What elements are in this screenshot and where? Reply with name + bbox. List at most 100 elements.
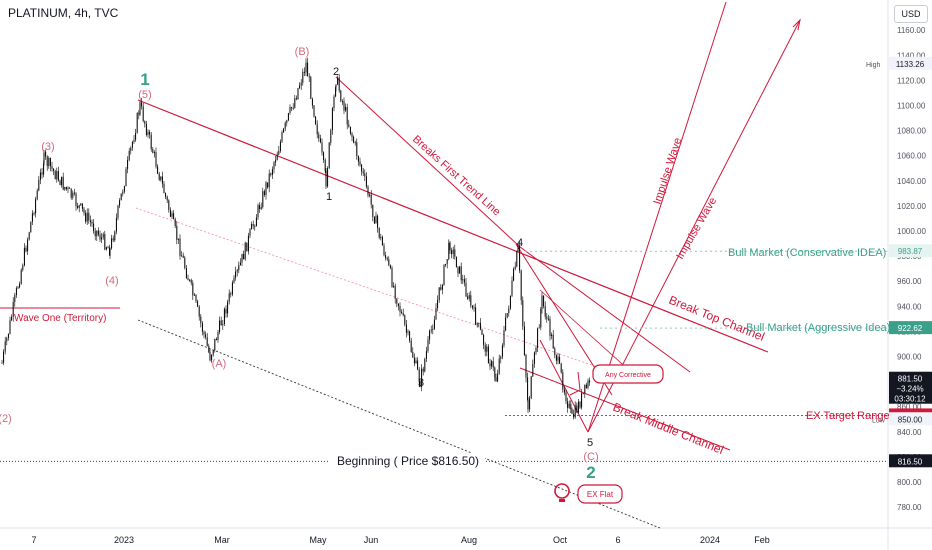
- candle-body: [195, 294, 197, 302]
- symbol-title[interactable]: PLATINUM, 4h, TVC: [8, 6, 119, 20]
- candle-body: [273, 162, 275, 170]
- candle-body: [546, 316, 548, 319]
- candle-body: [165, 193, 167, 197]
- top-channel-line: [137, 99, 769, 353]
- candle-body: [574, 405, 576, 418]
- y-tick-label: 1040.00: [897, 177, 926, 186]
- candle-body: [144, 121, 146, 124]
- candle-body: [364, 173, 366, 177]
- candle-body: [367, 186, 369, 196]
- y-tick-label: 1140.00: [897, 51, 926, 60]
- candle-body: [378, 227, 380, 238]
- candle-body: [259, 205, 261, 210]
- x-tick-label: 2024: [700, 535, 720, 545]
- candle-body: [161, 176, 163, 184]
- candle-body: [396, 298, 398, 304]
- candle-body: [430, 329, 432, 331]
- candle-body: [158, 173, 160, 180]
- candle-body: [429, 330, 431, 340]
- candle-body: [410, 340, 412, 352]
- candle-body: [85, 212, 87, 222]
- candle-body: [541, 295, 543, 309]
- candle-body: [246, 242, 248, 252]
- candle-body: [145, 123, 147, 135]
- candle-body: [43, 163, 45, 175]
- annotation-bull-aggressive: Bull Market (Aggressive Idea): [746, 322, 890, 334]
- candle-body: [297, 88, 299, 100]
- candle-body: [214, 338, 216, 351]
- candle-body: [419, 382, 421, 387]
- candle-body: [508, 308, 510, 314]
- wave-label: 4: [517, 237, 523, 249]
- candle-body: [441, 285, 443, 290]
- candle-body: [270, 173, 272, 175]
- candle-body: [267, 182, 269, 188]
- candle-body: [372, 204, 374, 217]
- candle-body: [120, 193, 122, 201]
- candle-body: [57, 171, 59, 181]
- candle-body: [537, 328, 539, 349]
- candle-body: [236, 270, 238, 272]
- candle-body: [208, 345, 210, 353]
- candle-body: [323, 152, 325, 160]
- candle-body: [405, 324, 407, 333]
- candle-body: [88, 212, 90, 221]
- wave-label: (3): [41, 141, 54, 153]
- candle-body: [48, 157, 50, 166]
- candle-body: [123, 186, 125, 192]
- candle-body: [181, 255, 183, 257]
- candle-body: [215, 338, 217, 341]
- y-tick-label: 940.00: [897, 302, 922, 311]
- candle-body: [112, 238, 114, 241]
- candle-body: [457, 267, 459, 274]
- candle-body: [255, 217, 257, 227]
- candle-body: [190, 279, 192, 283]
- candle-body: [462, 279, 464, 281]
- y-tick-label: 1020.00: [897, 202, 926, 211]
- candle-body: [268, 173, 270, 188]
- candle-body: [397, 303, 399, 306]
- currency-selector[interactable]: USD: [894, 5, 928, 23]
- candle-body: [327, 168, 329, 187]
- candle-body: [393, 285, 395, 287]
- candle-body: [520, 270, 522, 301]
- candle-body: [547, 318, 549, 320]
- x-tick-label: Jun: [364, 535, 379, 545]
- candle-body: [362, 171, 364, 174]
- candle-body: [15, 288, 17, 296]
- candle-body: [147, 131, 149, 135]
- candle-body: [498, 358, 500, 374]
- candle-body: [470, 295, 472, 306]
- candle-body: [433, 319, 435, 329]
- candle-body: [125, 168, 127, 187]
- candle-body: [315, 116, 317, 125]
- aggressive-badge-bg: [889, 321, 932, 335]
- candle-body: [189, 279, 191, 281]
- candle-body: [104, 234, 106, 250]
- candle-body: [412, 351, 414, 358]
- candle-body: [525, 354, 527, 378]
- high-badge-bg: [889, 56, 932, 70]
- candle-body: [56, 171, 58, 180]
- candle-body: [225, 308, 227, 314]
- candle-body: [375, 215, 377, 224]
- aggressive-badge: 922.62: [898, 324, 923, 333]
- last-price-value: 881.50: [898, 375, 923, 384]
- candle-body: [212, 350, 214, 355]
- candle-body: [465, 282, 467, 297]
- candle-body: [130, 147, 132, 151]
- candle-body: [365, 176, 367, 187]
- candle-body: [59, 180, 61, 186]
- candle-body: [292, 107, 294, 109]
- candle-body: [407, 331, 409, 333]
- candle-body: [373, 216, 375, 224]
- wave-label: 2: [586, 463, 595, 482]
- candle-body: [415, 360, 417, 364]
- candle-body: [425, 351, 427, 359]
- candle-body: [357, 156, 359, 162]
- candle-body: [86, 212, 88, 222]
- candle-body: [262, 191, 264, 208]
- candle-body: [20, 269, 22, 284]
- middle-channel-dotted: [135, 207, 613, 373]
